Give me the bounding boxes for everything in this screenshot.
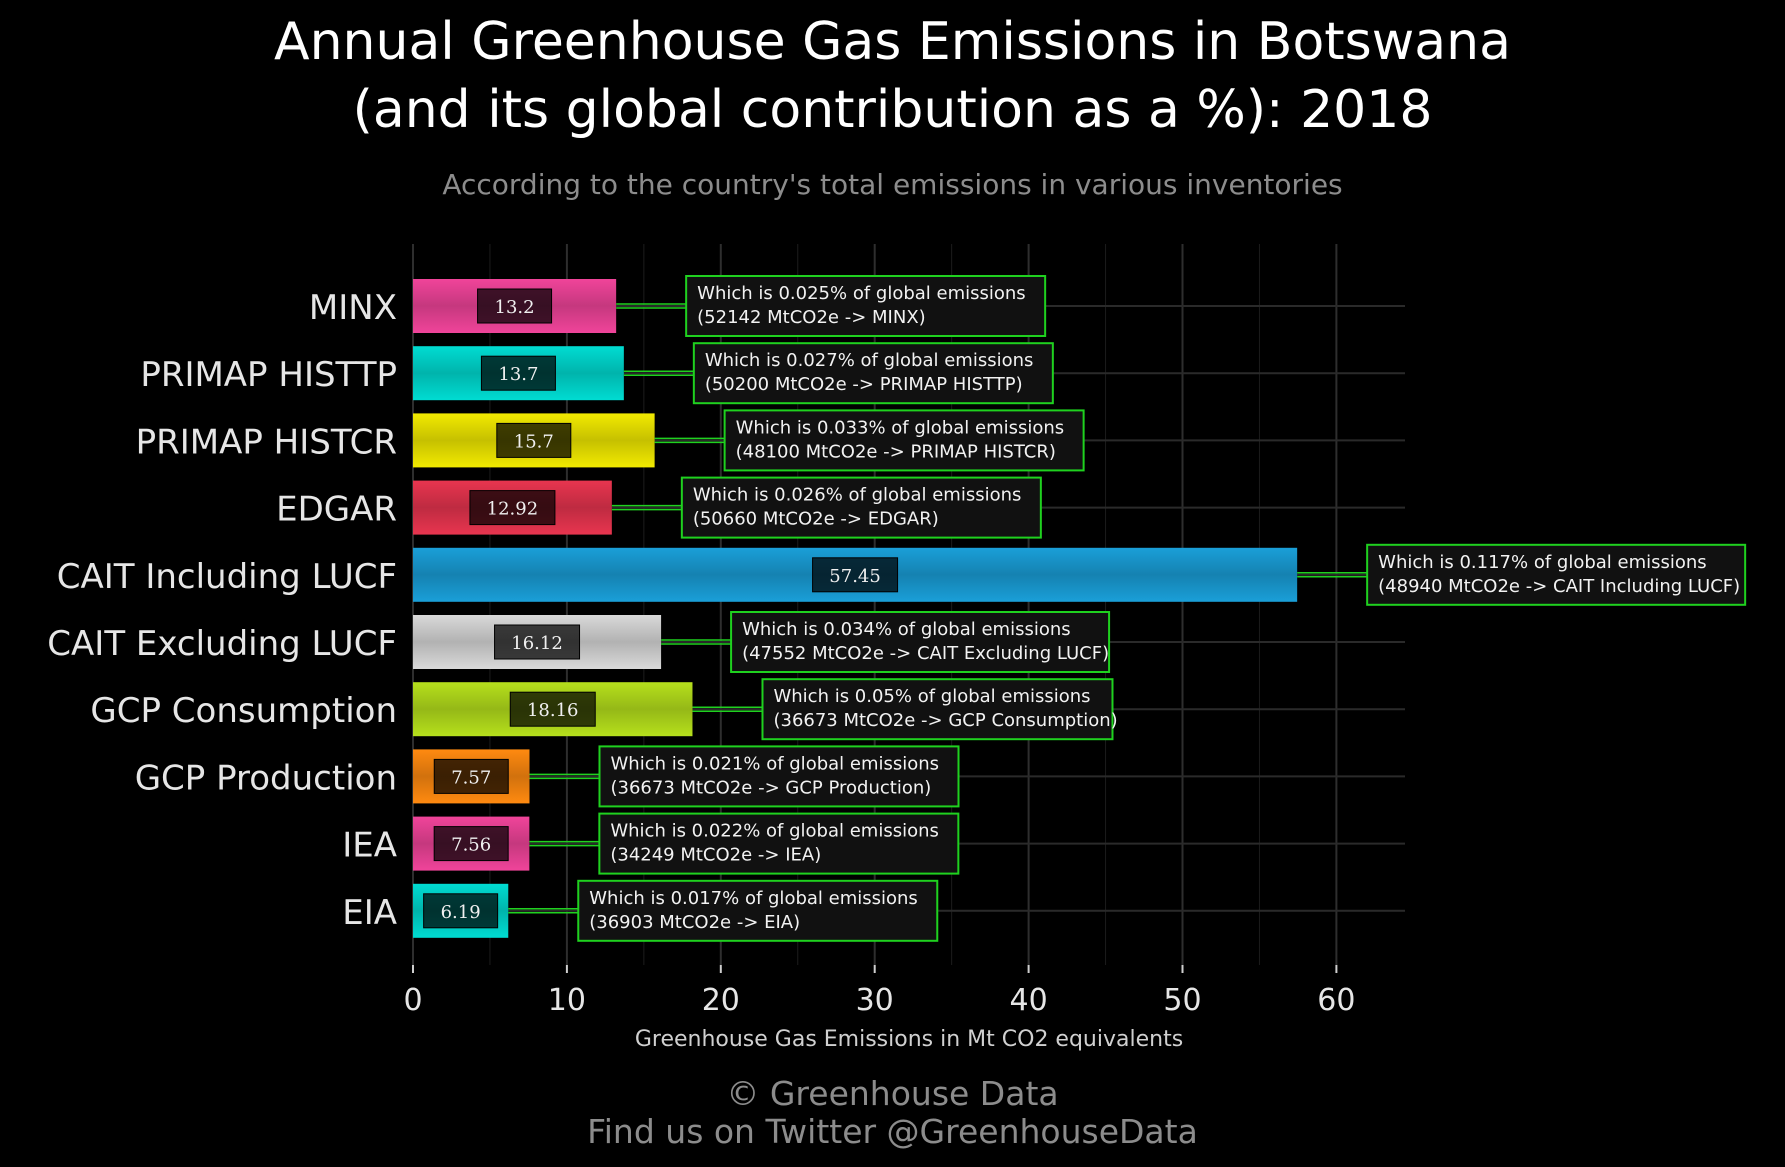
annotation-line-1: Which is 0.022% of global emissions: [610, 821, 939, 842]
chart-plot: MINX 13.2 Which is 0.025% of global emissi…: [47, 244, 1747, 1052]
annotation-box: [723, 409, 1085, 472]
annotation-line-2: (50200 MtCO2e -> PRIMAP HISTTP): [705, 374, 1023, 395]
x-tick-label: 40: [1010, 983, 1048, 1018]
annotation-box: [680, 476, 1042, 539]
annotation-line-2: (48940 MtCO2e -> CAIT Including LUCF): [1378, 576, 1740, 597]
value-label: 18.16: [527, 700, 579, 721]
value-label-box: [477, 288, 553, 324]
annotation-line-1: Which is 0.027% of global emissions: [705, 350, 1034, 371]
annotation-box: [685, 275, 1047, 337]
value-label: 57.45: [829, 566, 881, 587]
category-label: GCP Production: [135, 758, 397, 798]
annotation-line-1: Which is 0.033% of global emissions: [736, 417, 1065, 438]
value-label-box: [509, 691, 596, 727]
value-label-box: [469, 490, 556, 526]
category-label: EIA: [342, 893, 397, 933]
value-label-box: [433, 758, 509, 794]
annotation-line-1: Which is 0.026% of global emissions: [693, 485, 1022, 506]
annotation-box: [730, 611, 1111, 673]
value-label-box: [494, 624, 581, 660]
category-label: CAIT Excluding LUCF: [47, 624, 397, 664]
footer-credit: © Greenhouse Data: [726, 1074, 1059, 1113]
x-tick-label: 20: [702, 983, 740, 1018]
annotation-line-2: (47552 MtCO2e -> CAIT Excluding LUCF): [742, 643, 1109, 664]
annotation-line-2: (52142 MtCO2e -> MINX): [697, 307, 926, 328]
annotation-box: [761, 678, 1114, 741]
annotation-box: [598, 812, 960, 875]
annotation-box: [1366, 543, 1747, 606]
value-label: 16.12: [511, 633, 563, 654]
category-label: MINX: [309, 288, 397, 328]
annotation-box: [598, 745, 960, 808]
x-axis-label: Greenhouse Gas Emissions in Mt CO2 equiv…: [635, 1027, 1183, 1052]
annotation-line-2: (36903 MtCO2e -> EIA): [589, 912, 800, 933]
value-label-box: [480, 355, 556, 391]
annotation-line-2: (50660 MtCO2e -> EDGAR): [693, 509, 939, 530]
annotation-line-1: Which is 0.017% of global emissions: [589, 888, 918, 909]
footer-twitter: Find us on Twitter @GreenhouseData: [587, 1112, 1198, 1151]
x-tick-label: 0: [403, 983, 422, 1018]
annotation-line-1: Which is 0.025% of global emissions: [697, 283, 1026, 304]
x-tick-label: 30: [856, 983, 894, 1018]
value-label: 15.7: [514, 431, 554, 452]
annotation-line-1: Which is 0.117% of global emissions: [1378, 552, 1707, 573]
annotation-box: [577, 879, 939, 942]
value-label: 13.2: [495, 297, 535, 318]
annotation-line-2: (36673 MtCO2e -> GCP Consumption): [773, 710, 1117, 731]
annotation-line-2: (36673 MtCO2e -> GCP Production): [611, 777, 932, 798]
value-label: 7.56: [451, 835, 491, 856]
category-label: IEA: [342, 826, 397, 866]
annotation-line-1: Which is 0.021% of global emissions: [611, 753, 940, 774]
value-label-box: [433, 826, 509, 862]
x-tick-label: 50: [1163, 983, 1201, 1018]
category-label: PRIMAP HISTCR: [136, 422, 397, 462]
annotation-line-2: (34249 MtCO2e -> IEA): [610, 845, 821, 866]
category-label: GCP Consumption: [90, 691, 397, 731]
value-label: 12.92: [487, 499, 539, 520]
category-label: EDGAR: [276, 490, 397, 530]
value-label: 7.57: [451, 767, 491, 788]
value-label-box: [423, 893, 499, 929]
value-label-box: [812, 557, 899, 593]
category-label: PRIMAP HISTTP: [140, 355, 397, 395]
value-label-box: [496, 422, 572, 458]
value-label: 6.19: [441, 902, 481, 923]
annotation-line-1: Which is 0.05% of global emissions: [773, 686, 1090, 707]
annotation-box: [692, 342, 1054, 405]
chart-title-line-1: Annual Greenhouse Gas Emissions in Botsw…: [274, 12, 1511, 72]
x-tick-label: 60: [1317, 983, 1355, 1018]
annotation-line-2: (48100 MtCO2e -> PRIMAP HISTCR): [736, 441, 1056, 462]
chart-subtitle: According to the country's total emissio…: [442, 168, 1343, 201]
value-label: 13.7: [498, 364, 538, 385]
x-tick-label: 10: [548, 983, 586, 1018]
annotation-line-1: Which is 0.034% of global emissions: [742, 619, 1071, 640]
chart-title-line-2: (and its global contribution as a %): 20…: [352, 80, 1433, 140]
category-label: CAIT Including LUCF: [57, 557, 397, 597]
